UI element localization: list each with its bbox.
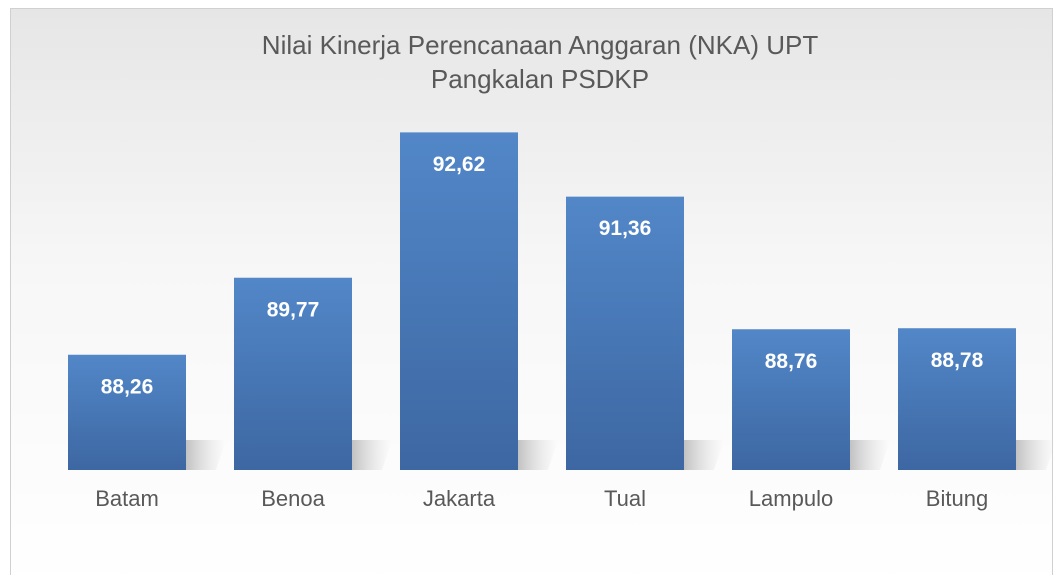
x-tick-label: Lampulo <box>749 486 833 511</box>
bar <box>68 354 186 470</box>
bar <box>732 329 850 470</box>
x-tick-label: Jakarta <box>423 486 496 511</box>
x-tick-label: Benoa <box>261 486 325 511</box>
bar <box>566 196 684 470</box>
bar <box>898 328 1016 470</box>
value-label: 89,77 <box>267 298 320 321</box>
bar-shadow <box>850 440 890 470</box>
chart-area <box>10 8 1053 575</box>
value-label: 88,78 <box>931 349 984 372</box>
bar-shadow <box>1016 440 1056 470</box>
bar-shadow <box>352 440 392 470</box>
bar <box>234 277 352 470</box>
value-label: 88,26 <box>101 375 154 398</box>
x-tick-label: Bitung <box>926 486 988 511</box>
x-tick-label: Batam <box>95 486 159 511</box>
chart-title: Nilai Kinerja Perencanaan Anggaran (NKA)… <box>262 30 819 60</box>
bar <box>400 132 518 470</box>
bar-shadow <box>186 440 226 470</box>
bar-shadow <box>684 440 724 470</box>
x-tick-label: Tual <box>604 486 646 511</box>
value-label: 91,36 <box>599 217 652 240</box>
chart-subtitle: Pangkalan PSDKP <box>431 64 649 94</box>
bar-shadow <box>518 440 558 470</box>
value-label: 88,76 <box>765 350 818 373</box>
value-label: 92,62 <box>433 153 486 176</box>
